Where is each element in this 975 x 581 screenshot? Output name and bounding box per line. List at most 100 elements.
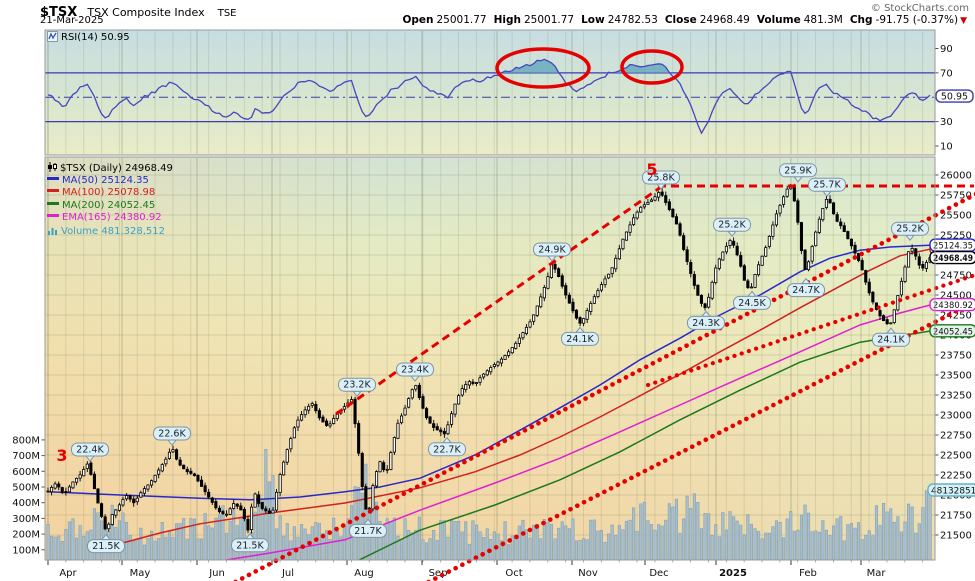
volume-bar <box>928 489 932 560</box>
candle <box>646 201 650 205</box>
chart-date: 21-Mar-2025 <box>40 15 104 26</box>
candle <box>549 264 553 279</box>
candle <box>767 235 771 247</box>
volume-bar <box>335 530 339 560</box>
volume-bar <box>921 507 925 560</box>
candle <box>507 351 511 356</box>
price-callout: 25.7K <box>808 177 846 198</box>
candle <box>667 201 671 211</box>
candle <box>160 464 164 472</box>
svg-text:24.1K: 24.1K <box>877 335 905 346</box>
candle <box>882 315 886 322</box>
price-axis-label: 22250 <box>940 471 972 482</box>
candle <box>414 385 418 390</box>
volume-bar <box>710 535 714 560</box>
volume-bar <box>578 540 582 560</box>
candle <box>582 318 586 324</box>
candle <box>649 199 653 202</box>
legend-item-label: Volume 481,328,512 <box>61 225 165 237</box>
volume-bar <box>889 508 893 560</box>
candle <box>242 508 246 520</box>
candle <box>842 225 846 232</box>
candle <box>607 273 611 279</box>
candle <box>121 499 125 506</box>
volume-bar <box>696 501 700 560</box>
volume-bar <box>642 501 646 560</box>
volume-bar <box>667 503 671 560</box>
candle <box>614 257 618 270</box>
candle <box>571 301 575 312</box>
volume-bar <box>653 529 657 560</box>
candle <box>189 470 193 474</box>
candle <box>885 319 889 325</box>
volume-bar <box>910 506 914 560</box>
volume-bar <box>635 530 639 560</box>
candle <box>689 261 693 274</box>
candle <box>535 305 539 316</box>
legend-item: MA(200) 24052.45 <box>47 200 173 213</box>
volume-bar <box>806 512 811 560</box>
candle <box>592 296 596 304</box>
svg-text:24.9K: 24.9K <box>538 245 566 256</box>
volume-bar <box>178 523 182 560</box>
candle <box>899 280 903 296</box>
candle <box>174 449 179 460</box>
rsi-highlight-circle <box>495 47 591 89</box>
candle <box>253 493 257 508</box>
candle <box>324 420 329 426</box>
price-axis-label: 24750 <box>940 271 972 282</box>
price-axis-label: 24500 <box>940 291 972 302</box>
candle <box>235 503 239 507</box>
candle <box>296 419 300 428</box>
volume-bar <box>467 543 471 560</box>
volume-bar <box>478 531 482 560</box>
candle <box>389 452 393 470</box>
volume-bar <box>167 530 171 560</box>
candle <box>264 508 268 512</box>
volume-bar <box>357 487 361 560</box>
volume-bar <box>906 503 911 560</box>
candle <box>182 464 186 470</box>
candle <box>782 196 786 205</box>
candle <box>817 218 821 233</box>
candle <box>314 403 318 412</box>
candle <box>399 415 404 424</box>
candle <box>778 204 782 214</box>
volume-bar <box>799 514 804 560</box>
volume-bar <box>499 540 504 560</box>
candle <box>57 483 61 488</box>
candle <box>360 453 364 487</box>
volume-bar <box>821 520 825 560</box>
volume-axis-label: 600M <box>12 467 40 478</box>
candle <box>332 418 336 424</box>
price-callout: 22.4K <box>71 442 109 462</box>
candle <box>53 483 57 489</box>
volume-bar <box>171 537 175 560</box>
candle <box>810 245 814 262</box>
candle <box>632 217 636 225</box>
month-label: Jul <box>281 568 294 579</box>
rsi-indicator-icon <box>47 31 58 42</box>
candle <box>239 505 243 511</box>
candle <box>749 286 753 289</box>
volume-bar <box>474 524 479 560</box>
svg-text:22.6K: 22.6K <box>158 429 186 440</box>
svg-text:25124.35: 25124.35 <box>933 242 973 252</box>
volume-bar <box>414 529 418 560</box>
quote-value: 25001.77 <box>436 14 487 26</box>
rsi-axis-label: 90 <box>940 44 953 55</box>
svg-text:24.3K: 24.3K <box>692 318 720 329</box>
price-callout: 25.2K <box>891 221 929 242</box>
volume-bar <box>899 531 904 560</box>
candle <box>485 370 489 376</box>
volume-bar <box>253 511 257 560</box>
candle <box>803 249 807 270</box>
price-callout: 24.1K <box>872 327 910 347</box>
volume-bar <box>660 525 664 560</box>
volume-bar <box>303 528 307 560</box>
candle <box>117 504 122 511</box>
volume-bar <box>664 519 668 560</box>
change-down-arrow-icon: ▼ <box>960 16 967 26</box>
volume-bar <box>917 523 921 560</box>
